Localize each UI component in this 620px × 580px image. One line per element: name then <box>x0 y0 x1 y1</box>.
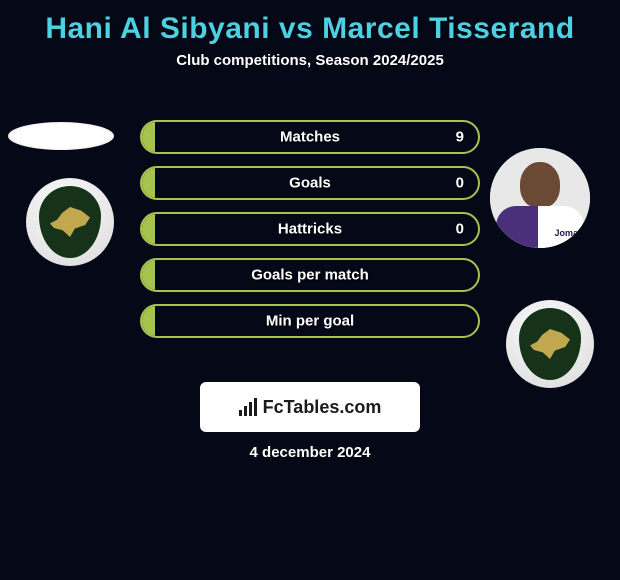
subtitle: Club competitions, Season 2024/2025 <box>0 52 620 69</box>
stat-value: 9 <box>456 129 464 146</box>
player2-avatar: Joma <box>490 148 590 248</box>
stat-label: Goals <box>142 175 478 192</box>
stat-row-hattricks: Hattricks 0 <box>140 212 480 246</box>
player1-club-crest <box>26 178 114 266</box>
brand-box: FcTables.com <box>200 382 420 432</box>
stat-row-goals: Goals 0 <box>140 166 480 200</box>
crest-icon <box>519 308 581 380</box>
stat-row-min-per-goal: Min per goal <box>140 304 480 338</box>
stat-label: Min per goal <box>142 313 478 330</box>
player2-club-crest <box>506 300 594 388</box>
brand-text: FcTables.com <box>263 397 382 418</box>
brand-chart-icon <box>239 398 257 416</box>
page-title: Hani Al Sibyani vs Marcel Tisserand <box>0 0 620 52</box>
stat-row-goals-per-match: Goals per match <box>140 258 480 292</box>
player2-photo: Joma <box>490 148 590 248</box>
kit-sponsor: Joma <box>554 228 578 238</box>
stats-area: Matches 9 Goals 0 Hattricks 0 Goals per … <box>140 120 480 350</box>
stat-value: 0 <box>456 175 464 192</box>
player1-avatar <box>8 122 114 150</box>
stat-label: Goals per match <box>142 267 478 284</box>
crest-icon <box>39 186 101 258</box>
stat-value: 0 <box>456 221 464 238</box>
date: 4 december 2024 <box>0 444 620 461</box>
stat-label: Hattricks <box>142 221 478 238</box>
stat-label: Matches <box>142 129 478 146</box>
stat-row-matches: Matches 9 <box>140 120 480 154</box>
